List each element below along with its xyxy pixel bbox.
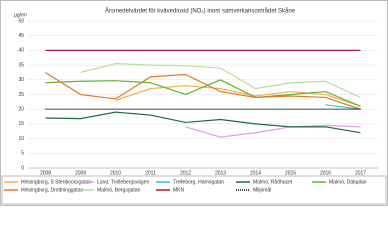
- legend-label: MKN: [173, 187, 185, 193]
- chart: Årsmedelvärdet för kvävedioxid (NO₂) ino…: [0, 0, 388, 206]
- x-tick-label: 2008: [40, 170, 51, 176]
- series-line: [115, 85, 361, 107]
- series-line: [80, 63, 361, 98]
- series-line: [325, 104, 361, 110]
- x-tick-label: 2010: [110, 170, 121, 176]
- x-tick-label: 2015: [285, 170, 296, 176]
- legend-label: Malmö, Bergsgatan: [97, 187, 141, 193]
- legend-box: [1, 175, 387, 205]
- legend-label: Lund, Trollebergsvägen: [97, 179, 149, 185]
- legend-label: Trelleborg, Hamngatan: [173, 179, 224, 185]
- chart-title: Årsmedelvärdet för kvävedioxid (NO₂) ino…: [105, 8, 296, 15]
- y-tick-label: 25: [18, 92, 24, 98]
- y-tick-label: 50: [18, 18, 24, 24]
- legend-label: Miljömål: [253, 186, 271, 193]
- y-unit: µg/m³: [14, 12, 27, 18]
- y-tick-label: 45: [18, 33, 24, 39]
- legend-label: Malmö, Rådhuset: [253, 178, 293, 185]
- y-tick-label: 40: [18, 48, 24, 54]
- x-tick-label: 2011: [145, 170, 156, 176]
- legend-label: Helsingborg, Drottninggatan: [21, 187, 83, 193]
- y-tick-label: 35: [18, 62, 24, 68]
- y-tick-label: 20: [18, 107, 24, 113]
- legend-label: Malmö, Dalaplan: [329, 179, 367, 185]
- y-tick-label: 10: [18, 136, 24, 142]
- x-tick-label: 2009: [75, 170, 86, 176]
- y-tick-label: 5: [21, 151, 24, 157]
- y-tick-label: 30: [18, 77, 24, 83]
- legend-label: Helsingborg, S Stenbocksgatan: [21, 179, 91, 185]
- y-tick-label: 15: [18, 121, 24, 127]
- x-tick-label: 2016: [320, 170, 331, 176]
- y-tick-label: 0: [21, 165, 24, 171]
- series-line: [185, 124, 361, 138]
- series-line: [45, 111, 361, 134]
- x-tick-label: 2013: [215, 170, 226, 176]
- series-line: [45, 71, 361, 110]
- x-tick-label: 2012: [180, 170, 191, 176]
- series-line: [45, 79, 361, 107]
- x-tick-label: 2017: [355, 170, 366, 176]
- x-tick-label: 2014: [250, 170, 261, 176]
